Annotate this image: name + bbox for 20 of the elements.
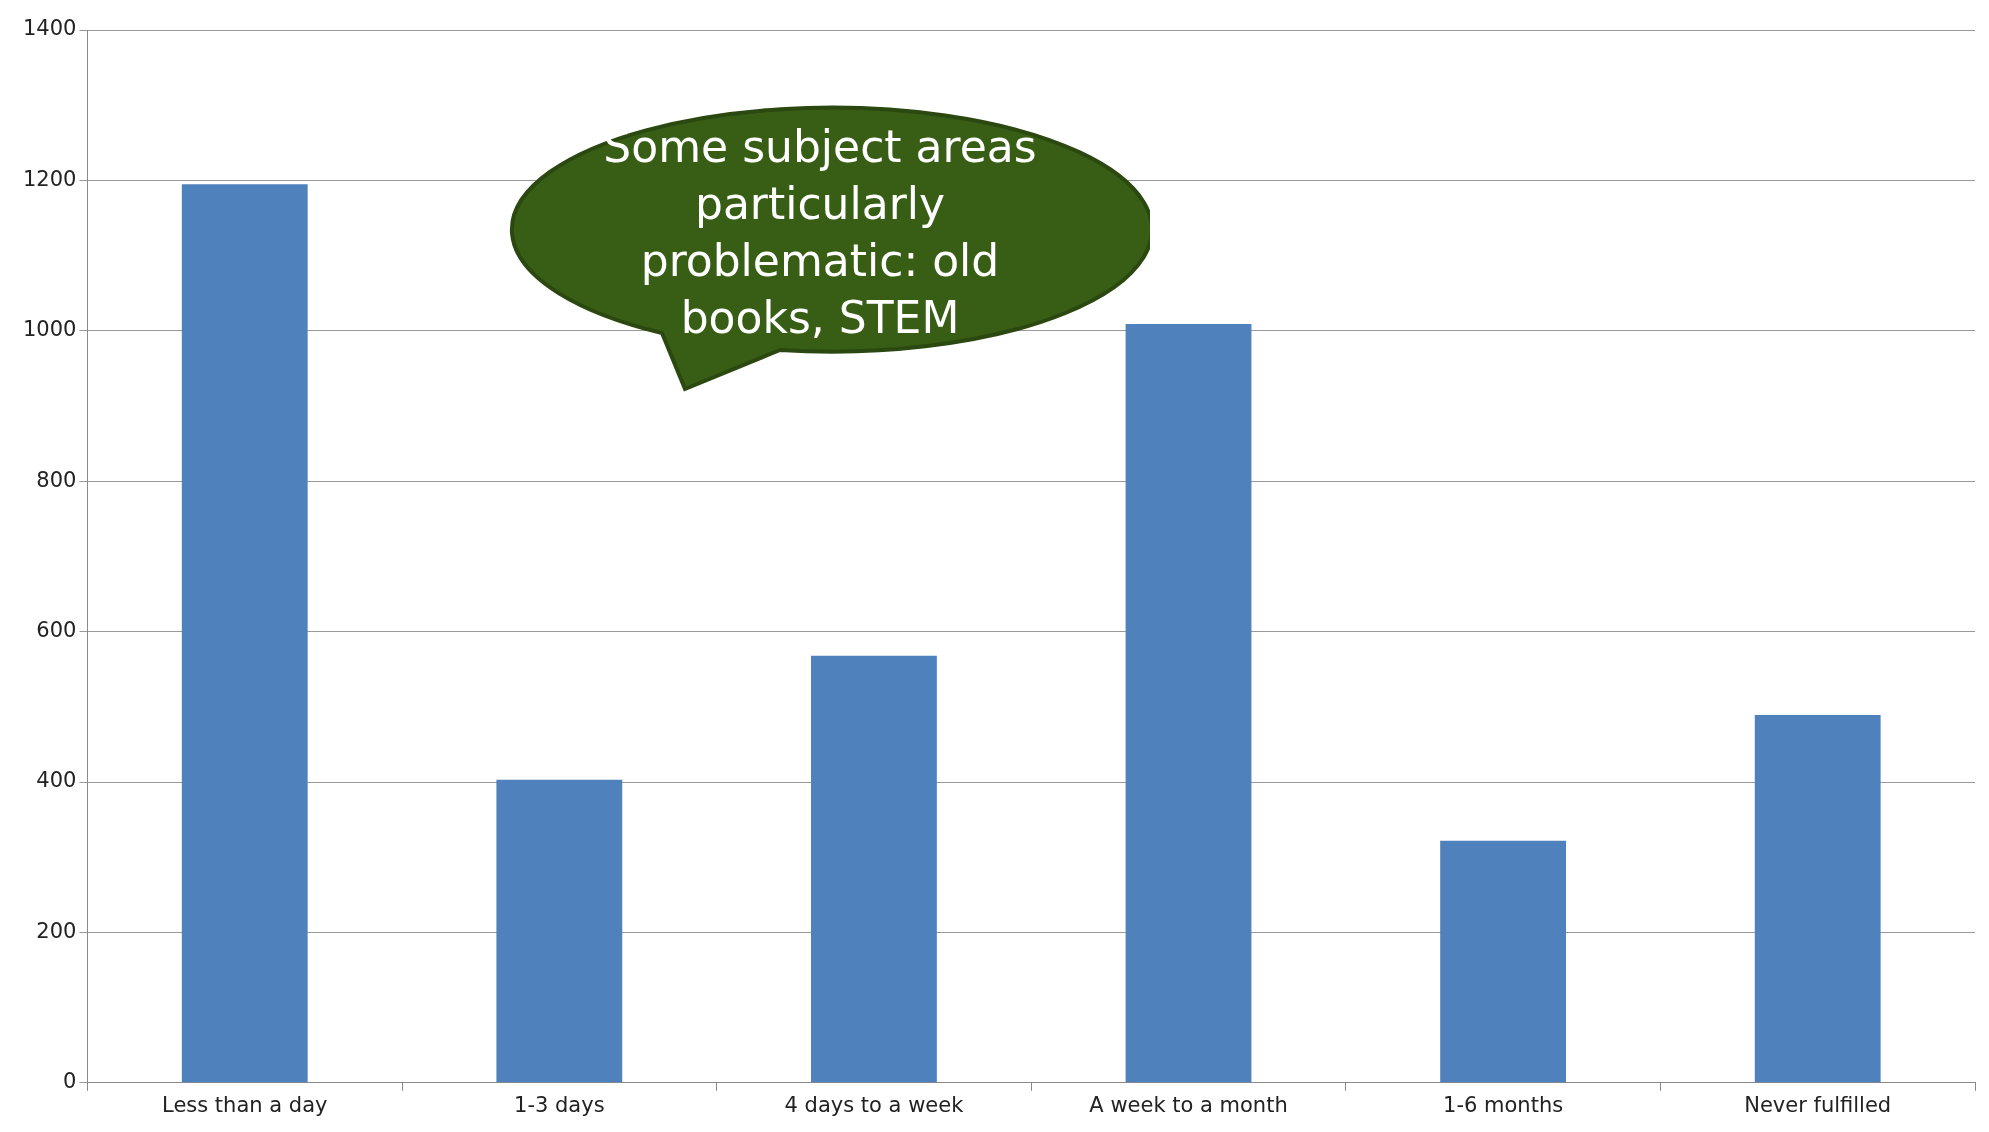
y-tick-label: 1000 <box>22 317 77 342</box>
bar <box>1440 840 1567 1083</box>
y-tick-label: 400 <box>36 768 77 793</box>
y-tick-label: 200 <box>36 918 77 943</box>
x-tick-label: 4 days to a week <box>784 1092 965 1117</box>
bar <box>1125 324 1252 1083</box>
bar <box>811 655 937 1083</box>
bar <box>181 184 308 1083</box>
bar <box>1754 715 1881 1083</box>
bar <box>496 779 623 1083</box>
y-tick-label: 800 <box>36 467 77 492</box>
y-tick-label: 1400 <box>22 16 77 41</box>
y-tick-label: 1200 <box>22 166 77 191</box>
x-tick-label: 1-3 days <box>514 1092 605 1117</box>
y-tick-label: 600 <box>36 618 77 643</box>
x-tick-label: Less than a day <box>162 1092 328 1117</box>
y-tick-label: 0 <box>63 1069 77 1094</box>
x-tick-label: Never fulfilled <box>1744 1092 1892 1117</box>
x-tick-label: 1-6 months <box>1443 1092 1564 1117</box>
x-tick-label: A week to a month <box>1089 1092 1288 1117</box>
